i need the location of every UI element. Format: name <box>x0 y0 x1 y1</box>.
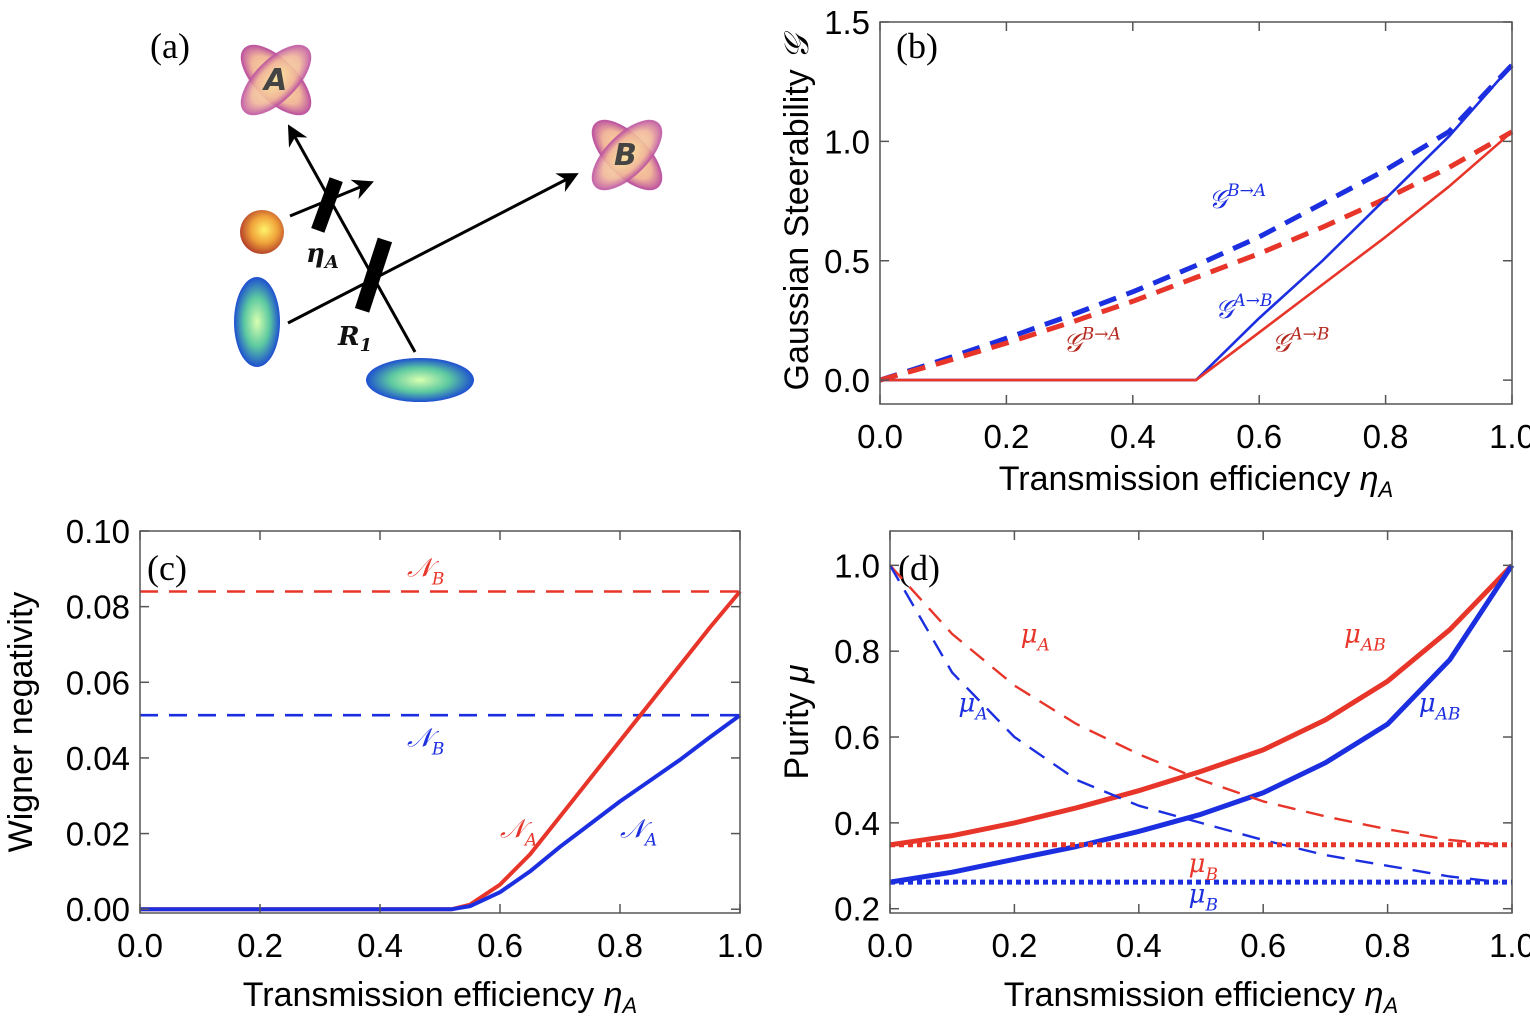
x-axis-label: Transmission efficiency ηA <box>999 460 1393 502</box>
panel-label-b: (b) <box>896 26 938 66</box>
annotation-label-d-0: μA <box>1021 620 1050 656</box>
x-tick-label: 0.6 <box>1240 927 1286 964</box>
y-axis-label: Gaussian Steerability 𝒢 <box>778 31 816 391</box>
squeezed-state-horizontal-icon <box>366 358 474 402</box>
y-tick-label: 0.04 <box>66 740 130 777</box>
plot-frame-d <box>889 530 1513 914</box>
mode-b-label: B <box>614 138 637 173</box>
series-line-b-2 <box>880 64 1513 382</box>
steerability-chart: (b) 0.0 0.2 0.4 0.6 0.8 1.0 0.0 0.5 1.0 1.5 Transmi… <box>778 4 1530 502</box>
mode-a-label: A <box>262 63 287 98</box>
x-tick-label: 0.0 <box>117 927 163 964</box>
panel-label-a: (a) <box>150 26 190 66</box>
y-tick-label: 0.06 <box>66 664 130 701</box>
x-tick-label: 1.0 <box>717 927 763 964</box>
x-tick-label: 0.4 <box>1116 927 1162 964</box>
x-tick-label: 0.2 <box>237 927 283 964</box>
x-tick-label: 0.8 <box>597 927 643 964</box>
x-tick-label: 0.2 <box>991 927 1037 964</box>
x-tick-label: 0.8 <box>1365 927 1411 964</box>
plot-frame-b <box>879 21 1513 405</box>
x-tick-label: 1.0 <box>1489 927 1530 964</box>
y-tick-label: 0.00 <box>66 891 130 928</box>
annotation-label-d-2: μAB <box>1344 620 1386 656</box>
panel-label-c: (c) <box>147 548 187 588</box>
annotation-label-d-4: μB <box>1189 849 1218 885</box>
y-tick-label: 0.4 <box>834 805 880 842</box>
plot-frame-c <box>139 530 741 914</box>
y-tick-label: 0.6 <box>834 719 880 756</box>
r1-label: R1 <box>337 322 372 356</box>
y-axis-label: Purity μ <box>778 664 816 779</box>
beam-to-a-arrow <box>287 124 417 353</box>
x-tick-label: 0.4 <box>357 927 403 964</box>
y-tick-label: 1.0 <box>834 547 880 584</box>
y-tick-label: 0.02 <box>66 816 130 853</box>
series-line-c-3 <box>140 713 742 912</box>
purity-chart: (d)0.0 0.2 0.4 0.6 0.8 1.00.20.40.60.81.0Tran… <box>778 530 1530 1018</box>
eta-a-label: ηA <box>306 239 339 273</box>
x-tick-label: 0.2 <box>983 418 1029 455</box>
x-tick-label: 0.6 <box>1236 418 1282 455</box>
x-axis-label: Transmission efficiency ηA <box>1004 976 1398 1018</box>
panel-label-d: (d) <box>898 548 940 588</box>
y-tick-label: 1.0 <box>824 123 870 160</box>
vacuum-mode-icon <box>240 210 284 254</box>
series-line-b-0 <box>879 63 1514 383</box>
annotation-label-c-0: 𝒩B <box>407 553 444 589</box>
x-axis-label: Transmission efficiency ηA <box>243 976 637 1018</box>
annotation-label-d-5: μB <box>1189 879 1218 915</box>
annotation-label-c-3: 𝒩A <box>620 814 657 850</box>
mode-b-wigner-icon: B <box>591 119 663 191</box>
x-tick-label: 0.0 <box>857 418 903 455</box>
y-tick-label: 0.0 <box>824 362 870 399</box>
series-line-d-1 <box>889 563 1515 885</box>
annotation-label-b-1: 𝒢A→B <box>1215 291 1273 325</box>
mode-a-wigner-icon: A <box>240 44 312 116</box>
annotation-label-b-0: 𝒢B→A <box>1209 181 1267 215</box>
beamsplitter-r1 <box>354 237 393 313</box>
series-line-d-0 <box>889 563 1514 848</box>
y-tick-label: 0.2 <box>834 891 880 928</box>
annotation-label-d-3: μAB <box>1419 688 1461 724</box>
x-tick-label: 0.4 <box>1110 418 1156 455</box>
beam-to-b-arrow <box>287 173 579 325</box>
y-axis-label: Wigner negativity <box>2 592 40 853</box>
x-tick-label: 0.8 <box>1363 418 1409 455</box>
annotation-label-b-3: 𝒢A→B <box>1272 324 1330 358</box>
annotation-label-b-2: 𝒢B→A <box>1063 324 1121 358</box>
series-line-b-1 <box>879 129 1514 383</box>
wigner-negativity-chart: (c) 0.0 0.2 0.4 0.6 0.8 1.0 0.00 0.02 0.04 0.06 0.0… <box>2 513 763 1018</box>
annotation-label-d-1: μA <box>958 688 987 724</box>
schematic-panel: (a) A B ηA R1 <box>150 26 663 402</box>
x-tick-label: 0.6 <box>477 927 523 964</box>
x-tick-label: 1.0 <box>1489 418 1530 455</box>
annotation-label-c-1: 𝒩B <box>407 724 444 760</box>
annotation-label-c-2: 𝒩A <box>500 814 537 850</box>
series-line-d-2 <box>889 564 1500 846</box>
y-tick-label: 1.5 <box>824 4 870 41</box>
y-tick-label: 0.5 <box>824 243 870 280</box>
y-tick-label: 0.10 <box>66 513 130 550</box>
x-tick-label: 0.0 <box>867 927 913 964</box>
squeezed-state-vertical-icon <box>234 277 280 367</box>
series-line-d-3 <box>888 564 1500 884</box>
y-tick-label: 0.08 <box>66 589 130 626</box>
series-line-b-3 <box>880 130 1513 382</box>
loss-beamsplitter <box>311 177 343 233</box>
y-tick-label: 0.8 <box>834 633 880 670</box>
